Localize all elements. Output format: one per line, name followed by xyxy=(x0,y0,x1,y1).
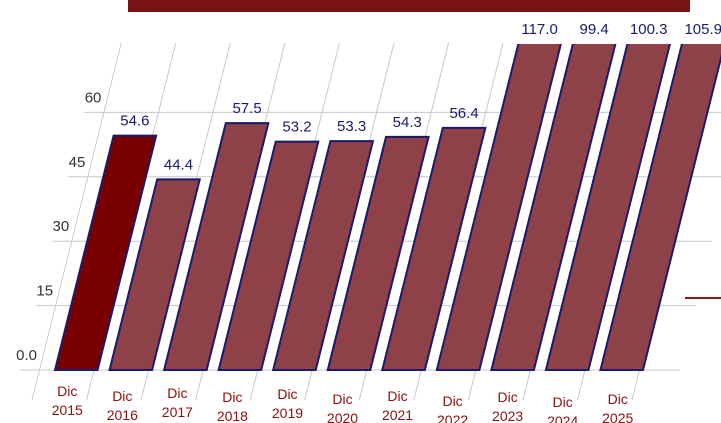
y-tick-label: 45 xyxy=(69,154,86,171)
x-tick-label: Dic 2025 xyxy=(602,391,634,423)
x-tick-label: Dic 2020 xyxy=(326,391,359,423)
value-label: 100.3 xyxy=(630,21,668,38)
bar xyxy=(108,178,202,371)
value-label: 53.2 xyxy=(282,119,311,136)
x-tick-label: Dic 2017 xyxy=(161,384,193,420)
y-tick-label: 0.0 xyxy=(16,347,37,364)
separator xyxy=(31,42,122,401)
bar xyxy=(271,140,375,371)
y-tick-label: 60 xyxy=(85,89,102,106)
bar xyxy=(162,122,270,371)
x-tick-label: Dic 2022 xyxy=(437,392,469,423)
value-label: 57.5 xyxy=(232,100,261,117)
header-band xyxy=(128,0,690,12)
value-label: 105.9 xyxy=(684,21,721,38)
value-label: 56.4 xyxy=(449,105,478,122)
value-label: 53.3 xyxy=(337,118,366,135)
bar xyxy=(490,44,617,371)
bar xyxy=(380,126,487,371)
x-tick-label: Dic 2023 xyxy=(492,389,524,423)
x-tick-label: Dic 2021 xyxy=(381,387,414,423)
bar xyxy=(53,134,158,371)
x-tick-label: Dic 2019 xyxy=(271,386,304,422)
value-label: 99.4 xyxy=(580,21,609,38)
x-tick-label: Dic 2016 xyxy=(106,387,138,423)
x-tick-label: Dic 2024 xyxy=(547,394,579,423)
bar xyxy=(326,135,430,371)
value-label: 44.4 xyxy=(164,156,193,173)
y-tick-label: 15 xyxy=(36,283,53,300)
x-tick-label: Dic 2018 xyxy=(216,389,248,423)
bar xyxy=(544,44,671,371)
value-label: 117.0 xyxy=(521,21,557,38)
bar xyxy=(217,140,320,371)
y-tick-label: 30 xyxy=(53,218,70,235)
value-label: 54.3 xyxy=(393,114,422,131)
bar xyxy=(599,44,721,371)
bar xyxy=(435,44,562,371)
value-label: 54.6 xyxy=(120,113,149,130)
x-tick-label: Dic 2015 xyxy=(51,383,83,418)
